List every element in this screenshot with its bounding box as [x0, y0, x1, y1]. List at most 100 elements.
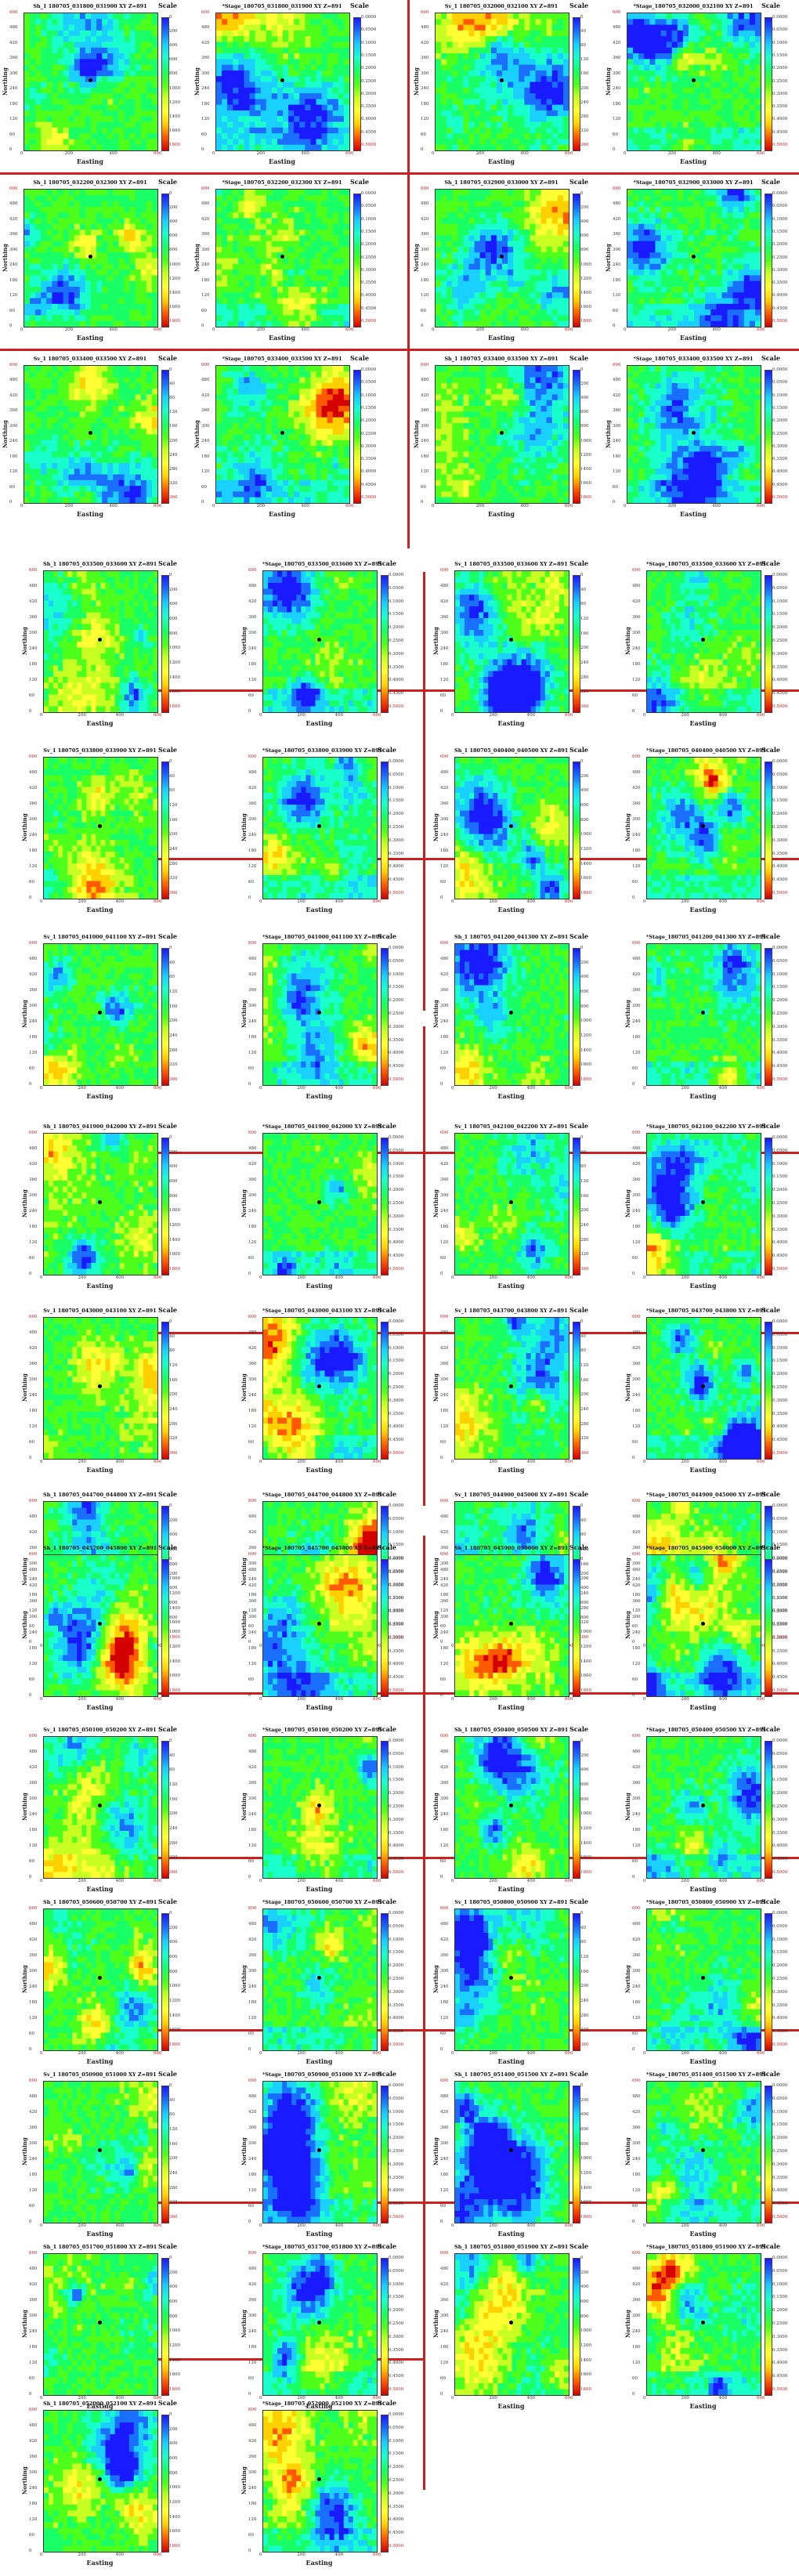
heatmap-cell — [754, 309, 761, 317]
heatmap-cell — [310, 218, 317, 225]
heatmap-cell — [633, 218, 639, 225]
heatmap-cell — [129, 286, 136, 293]
heatmap-cell — [627, 24, 634, 31]
heatmap-cell — [749, 280, 756, 288]
heatmap-cell — [452, 104, 458, 111]
heatmap-cell — [468, 30, 475, 37]
heatmap-cell — [332, 190, 339, 196]
heatmap-cell — [644, 99, 650, 106]
heatmap-cell — [332, 309, 339, 317]
heatmap-cell — [710, 30, 717, 37]
heatmap-cell — [52, 371, 59, 378]
heatmap-cell — [305, 235, 312, 242]
heatmap-cell — [135, 235, 142, 242]
heatmap-cell — [283, 110, 289, 117]
y-tick-label: 420 — [613, 41, 621, 45]
heatmap-cell — [135, 252, 142, 259]
heatmap-cell — [57, 116, 64, 123]
heatmap-cell — [151, 76, 157, 83]
heatmap-cell — [260, 30, 267, 37]
heatmap-cell — [677, 36, 684, 43]
heatmap-cell — [310, 280, 317, 288]
colorbar-tick-label: 160 — [580, 71, 589, 76]
heatmap-cell — [129, 235, 136, 242]
heatmap-cell — [463, 201, 470, 208]
y-axis-label: Northing — [605, 244, 612, 272]
heatmap-cell — [79, 19, 86, 26]
heatmap-cell — [327, 286, 334, 293]
heatmap-cell — [700, 320, 706, 327]
heatmap-cell — [233, 292, 239, 299]
heatmap-cell — [710, 315, 717, 322]
heatmap-cell — [485, 315, 492, 322]
heatmap-cell — [41, 53, 47, 60]
heatmap-cell — [332, 139, 339, 146]
heatmap-cell — [513, 270, 519, 276]
heatmap-cell — [738, 127, 745, 134]
heatmap-cell — [107, 59, 114, 66]
heatmap-cell — [446, 42, 453, 49]
heatmap-cell — [244, 87, 251, 94]
heatmap-cell — [118, 87, 125, 94]
heatmap-cell — [502, 116, 508, 123]
heatmap-cell — [140, 19, 147, 26]
heatmap-cell — [107, 286, 114, 293]
heatmap-cell — [535, 81, 542, 89]
heatmap-cell — [91, 64, 97, 71]
heatmap-cell — [551, 218, 559, 225]
heatmap-cell — [85, 104, 92, 111]
heatmap-cell — [446, 144, 453, 150]
heatmap-cell — [35, 121, 42, 128]
heatmap-cell — [519, 270, 525, 276]
heatmap-cell — [743, 230, 750, 236]
heatmap-cell — [655, 30, 662, 37]
heatmap-cell — [255, 30, 262, 37]
heatmap-cell — [502, 201, 508, 208]
heatmap-cell — [540, 223, 548, 230]
heatmap-cell — [216, 99, 222, 106]
heatmap-cell — [463, 139, 470, 146]
heatmap-cell — [732, 212, 739, 219]
heatmap-cell — [457, 298, 465, 305]
heatmap-cell — [343, 258, 349, 265]
heatmap-cell — [551, 70, 559, 77]
heatmap-cell — [118, 59, 125, 66]
heatmap-cell — [52, 315, 59, 322]
heatmap-cell — [124, 116, 131, 123]
heatmap-cell — [227, 263, 233, 270]
heatmap-cell — [749, 99, 756, 106]
heatmap-cell — [41, 127, 47, 134]
heatmap-cell — [244, 81, 251, 89]
heatmap-cell — [96, 64, 103, 71]
heatmap-cell — [749, 59, 756, 66]
heatmap-cell — [546, 195, 553, 202]
heatmap-cell — [46, 70, 53, 77]
heatmap-cell — [260, 303, 267, 310]
heatmap-cell — [546, 223, 553, 230]
heatmap-cell — [694, 93, 700, 99]
heatmap-cell — [96, 246, 103, 253]
heatmap-cell — [151, 382, 157, 389]
heatmap-cell — [338, 121, 345, 128]
heatmap-cell — [540, 190, 548, 196]
heatmap-cell — [63, 315, 70, 322]
heatmap-cell — [118, 230, 125, 236]
heatmap-cell — [113, 87, 120, 94]
heatmap-cell — [743, 212, 750, 219]
heatmap-cell — [530, 218, 537, 225]
heatmap-cell — [277, 190, 284, 196]
heatmap-cell — [743, 87, 750, 94]
heatmap-cell — [283, 280, 289, 288]
heatmap-cell — [519, 64, 525, 71]
heatmap-cell — [694, 53, 700, 60]
heatmap-cell — [255, 99, 262, 106]
heatmap-cell — [716, 121, 723, 128]
heatmap-cell — [705, 280, 711, 288]
heatmap-cell — [222, 70, 228, 77]
heatmap-cell — [732, 116, 739, 123]
heatmap-cell — [508, 133, 514, 140]
heatmap-cell — [490, 246, 497, 253]
heatmap-cell — [255, 292, 262, 299]
heatmap-cell — [41, 190, 47, 196]
heatmap-cell — [490, 121, 497, 128]
